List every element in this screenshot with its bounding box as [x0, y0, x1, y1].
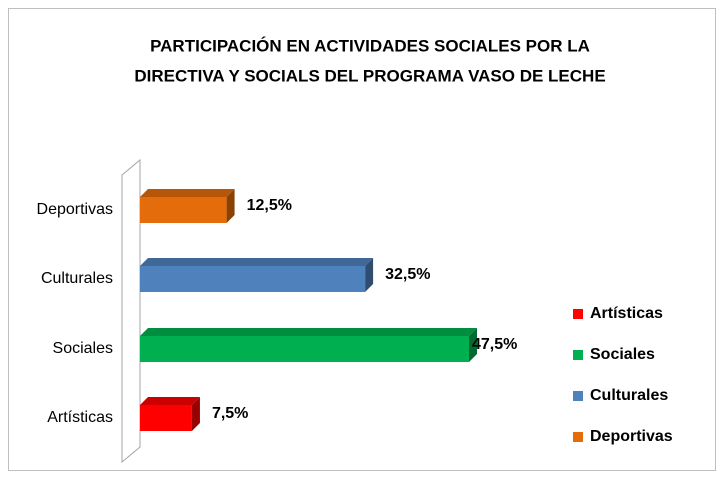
legend-label: Artísticas [590, 305, 663, 322]
category-label: Sociales [53, 340, 113, 357]
legend-label: Culturales [590, 387, 668, 404]
bar-face [140, 336, 469, 362]
value-label: 12,5% [247, 197, 292, 214]
legend-swatch [573, 391, 583, 401]
value-label: 47,5% [472, 336, 517, 353]
chart-title: PARTICIPACIÓN EN ACTIVIDADES SOCIALES PO… [150, 36, 590, 55]
legend-swatch [573, 309, 583, 319]
legend-swatch [573, 350, 583, 360]
bar [140, 397, 200, 431]
legend-label: Sociales [590, 346, 655, 363]
back-wall [121, 158, 141, 464]
category-label: Deportivas [37, 201, 113, 218]
bar-face [140, 266, 366, 292]
bar-face [140, 197, 227, 223]
legend-label: Deportivas [590, 428, 673, 445]
bar [140, 258, 374, 292]
bar [140, 189, 235, 223]
bar-face [140, 189, 235, 197]
bar-face [226, 189, 235, 223]
bar-face [140, 397, 200, 405]
chart-border [8, 8, 716, 471]
bar-face [140, 328, 477, 336]
bar-face [469, 328, 477, 362]
category-label: Culturales [41, 270, 113, 287]
bar [140, 328, 477, 362]
legend-swatch [573, 432, 583, 442]
bar-face [140, 405, 192, 431]
bar-face [140, 258, 374, 266]
value-label: 32,5% [385, 266, 430, 283]
chart-title: DIRECTIVA Y SOCIALS DEL PROGRAMA VASO DE… [134, 66, 605, 85]
category-label: Artísticas [47, 409, 113, 426]
bar-face [365, 258, 374, 292]
bar-face [191, 397, 200, 431]
value-label: 7,5% [212, 405, 248, 422]
